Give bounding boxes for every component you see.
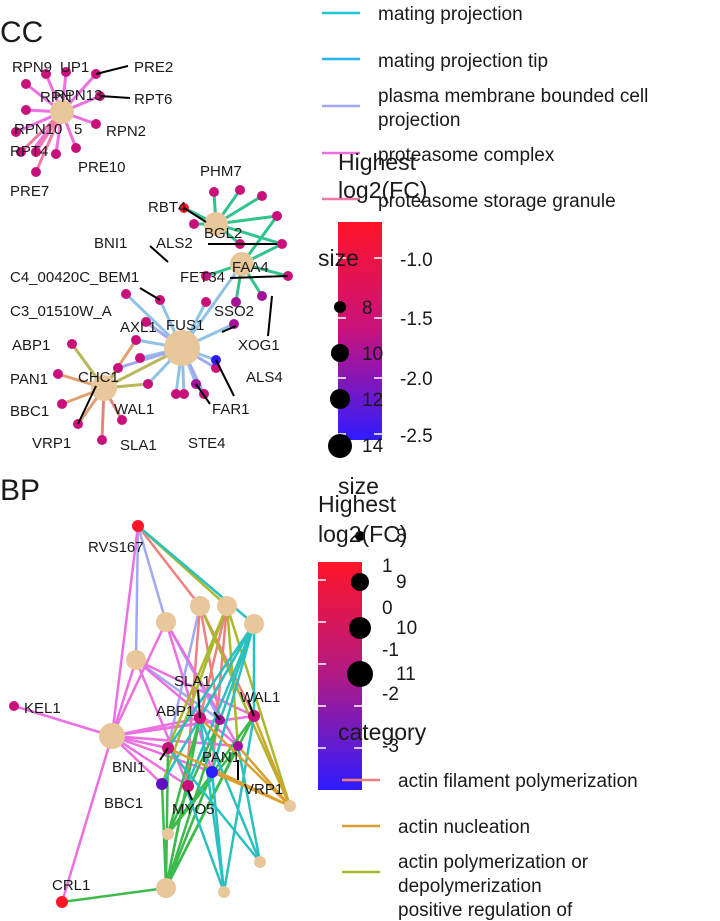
bp-legend-title-line2: log2(FC)	[318, 521, 407, 547]
bp-colorbar-tick-4: -2	[382, 684, 399, 705]
cc-legend-title-line2: log2(FC)	[338, 177, 427, 203]
cc-label-leaders	[77, 65, 289, 425]
bp-legend-title-line1: Highest	[318, 491, 397, 517]
bp-size-value-3: 10	[396, 618, 417, 639]
cc-size-value-4: 14	[362, 436, 384, 457]
bp-gene-label-vrp1: VRP1	[244, 781, 283, 798]
gene-label-pre7: PRE7	[10, 183, 49, 200]
gene-label-bbc1: BBC1	[10, 403, 49, 420]
bp-gene-label-pan1: PAN1	[202, 749, 240, 766]
gene-label-c3-01510w-a: C3_01510W_A	[10, 303, 112, 320]
gene-label-faa4: FAA4	[232, 259, 269, 276]
gene-label-wal1: WAL1	[114, 401, 154, 418]
gene-label-c4-00420c-bem1: C4_00420C_BEM1	[10, 269, 139, 286]
gene-label-sla1: SLA1	[120, 437, 157, 454]
gene-label-rpt6: RPT6	[134, 91, 172, 108]
gene-label-fet34: FET34	[180, 269, 225, 286]
cc-category-label-2: mating projection tip	[378, 51, 548, 72]
bp-gene-label-abp1: ABP1	[156, 703, 194, 720]
bp-gene-label-bni1: BNI1	[112, 759, 145, 776]
gene-label-vrp1: VRP1	[32, 435, 71, 452]
gene-label-bni1: BNI1	[94, 235, 127, 252]
gene-label-rpt4: RPT4	[10, 143, 48, 160]
bp-category-label-1: actin filament polymerization	[398, 771, 638, 792]
bp-gene-label-crl1: CRL1	[52, 877, 90, 894]
cc-panel-title: CC	[0, 16, 43, 49]
cc-category-label-4: proteasome complex	[378, 145, 555, 166]
bp-colorbar-tick-1: 1	[382, 556, 393, 577]
gene-label-xog1: XOG1	[238, 337, 280, 354]
gene-label-axl1: AXL1	[120, 319, 157, 336]
cc-colorbar-tick-2: -1.5	[400, 309, 433, 330]
gene-label-rpn9: RPN9	[12, 59, 52, 76]
bp-panel-title: BP	[0, 474, 40, 507]
cc-legend-title-line1: Highest	[338, 149, 417, 175]
gene-label-als4: ALS4	[246, 369, 283, 386]
gene-label-pre10: PRE10	[78, 159, 126, 176]
gene-label-rpn2: RPN2	[106, 123, 146, 140]
gene-label-pre2: PRE2	[134, 59, 173, 76]
gene-label-als2: ALS2	[156, 235, 193, 252]
gene-label-rpn13: RPN13	[54, 87, 102, 104]
cc-legend	[322, 11, 382, 458]
gene-label-pan1: PAN1	[10, 371, 48, 388]
cc-category-label-5: proteasome storage granule	[378, 191, 616, 212]
gene-label-rpn: RPN	[40, 89, 72, 106]
cc-size-dots	[328, 301, 352, 458]
gene-label-fus1: FUS1	[166, 317, 204, 334]
bp-category-label-3-line1: actin polymerization or	[398, 852, 589, 873]
bp-nodes	[9, 520, 296, 908]
bp-colorbar-tick-5: -3	[382, 736, 399, 757]
gene-label-up1: UP1	[60, 59, 89, 76]
cc-category-label-1: mating projection	[378, 4, 523, 25]
cc-size-value-3: 12	[362, 390, 383, 411]
cc-colorbar-tick-4: -2.5	[400, 426, 433, 447]
gene-label-chc1: CHC1	[78, 369, 119, 386]
cc-size-title: size	[318, 245, 359, 271]
gene-label-bgl2: BGL2	[204, 225, 242, 242]
bp-gene-label-kel1: KEL1	[24, 700, 61, 717]
bp-label-leaders	[159, 689, 255, 801]
bp-gene-label-rvs167: RVS167	[88, 539, 144, 556]
gene-label-phm7: PHM7	[200, 163, 242, 180]
gene-label-ste4: STE4	[188, 435, 226, 452]
gene-label-rbt4: RBT4	[148, 199, 186, 216]
bp-size-value-1: 8	[396, 526, 407, 547]
bp-gene-label-myo5: MYO5	[172, 801, 215, 818]
bp-gene-label-sla1: SLA1	[174, 673, 211, 690]
bp-size-title: size	[338, 473, 379, 499]
gene-label-rpn10: RPN10	[14, 121, 62, 138]
cc-colorbar-tick-3: -2.0	[400, 369, 433, 390]
cc-network	[11, 65, 293, 445]
cc-category-label-3-line1: plasma membrane bounded cell	[378, 86, 648, 107]
bp-gene-label-bbc1: BBC1	[104, 795, 143, 812]
bp-colorbar-tick-2: 0	[382, 598, 393, 619]
gene-label-5: 5	[74, 121, 82, 138]
gene-label-abp1: ABP1	[12, 337, 50, 354]
cc-category-swatches	[322, 11, 360, 201]
bp-colorbar-tick-3: -1	[382, 640, 399, 661]
bp-category-label-3-line2: depolymerization	[398, 876, 542, 897]
bp-category-label-2: actin nucleation	[398, 817, 530, 838]
bp-edges	[13, 525, 292, 904]
bp-gene-label-wal1: WAL1	[240, 689, 280, 706]
bp-size-dots	[347, 531, 373, 687]
cc-size-value-1: 8	[362, 298, 373, 319]
bp-category-title: category	[338, 719, 427, 745]
gene-label-sso2: SSO2	[214, 303, 254, 320]
bp-size-value-4: 11	[396, 664, 416, 685]
cc-colorbar-tick-1: -1.0	[400, 250, 433, 271]
bp-legend	[318, 531, 380, 874]
bp-network	[9, 520, 296, 908]
gene-label-far1: FAR1	[212, 401, 250, 418]
bp-category-label-4: positive regulation of	[398, 900, 573, 921]
bp-category-swatches	[342, 778, 380, 874]
cc-size-value-2: 10	[362, 344, 383, 365]
bp-size-value-2: 9	[396, 572, 407, 593]
cc-category-label-3-line2: projection	[378, 110, 460, 131]
